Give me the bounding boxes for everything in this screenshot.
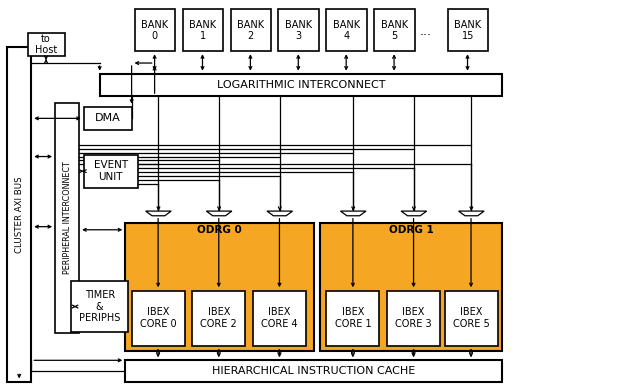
Bar bbox=[253, 291, 306, 346]
Bar bbox=[100, 74, 502, 96]
Text: BANK
0: BANK 0 bbox=[141, 20, 168, 41]
Text: IBEX
CORE 5: IBEX CORE 5 bbox=[452, 307, 490, 329]
Bar bbox=[125, 223, 314, 352]
Text: IBEX
CORE 2: IBEX CORE 2 bbox=[200, 307, 237, 329]
Text: BANK
15: BANK 15 bbox=[454, 20, 481, 41]
Text: ...: ... bbox=[420, 25, 432, 38]
Bar bbox=[374, 9, 415, 51]
Text: to
Host: to Host bbox=[35, 34, 57, 55]
Bar bbox=[326, 291, 380, 346]
Bar bbox=[135, 9, 175, 51]
Text: IBEX
CORE 0: IBEX CORE 0 bbox=[140, 307, 177, 329]
Polygon shape bbox=[459, 211, 484, 216]
Bar bbox=[84, 154, 138, 188]
Bar bbox=[320, 223, 502, 352]
Polygon shape bbox=[146, 211, 172, 216]
Polygon shape bbox=[340, 211, 366, 216]
Text: ODRG 0: ODRG 0 bbox=[197, 225, 242, 235]
Bar bbox=[326, 9, 367, 51]
Bar bbox=[132, 291, 184, 346]
Bar bbox=[192, 291, 245, 346]
Text: BANK
3: BANK 3 bbox=[285, 20, 312, 41]
Text: TIMER
&
PERIPHS: TIMER & PERIPHS bbox=[79, 290, 120, 323]
Bar bbox=[448, 9, 488, 51]
Bar bbox=[55, 103, 79, 333]
Bar bbox=[71, 281, 129, 332]
Text: CLUSTER AXI BUS: CLUSTER AXI BUS bbox=[15, 176, 24, 253]
Bar bbox=[387, 291, 440, 346]
Bar bbox=[278, 9, 319, 51]
Text: BANK
2: BANK 2 bbox=[237, 20, 264, 41]
Text: PERIPHERAL INTERCONNECT: PERIPHERAL INTERCONNECT bbox=[63, 161, 72, 274]
Bar bbox=[28, 32, 65, 56]
Text: BANK
5: BANK 5 bbox=[381, 20, 408, 41]
Bar bbox=[445, 291, 497, 346]
Bar bbox=[125, 360, 502, 382]
Text: BANK
1: BANK 1 bbox=[189, 20, 216, 41]
Text: BANK
4: BANK 4 bbox=[333, 20, 360, 41]
Bar bbox=[7, 47, 31, 382]
Text: ODRG 1: ODRG 1 bbox=[388, 225, 433, 235]
Bar bbox=[84, 107, 132, 130]
Text: IBEX
CORE 1: IBEX CORE 1 bbox=[335, 307, 371, 329]
Bar bbox=[230, 9, 271, 51]
Polygon shape bbox=[206, 211, 232, 216]
Text: EVENT
UNIT: EVENT UNIT bbox=[94, 160, 128, 182]
Text: DMA: DMA bbox=[95, 113, 120, 123]
Text: IBEX
CORE 4: IBEX CORE 4 bbox=[261, 307, 298, 329]
Text: IBEX
CORE 3: IBEX CORE 3 bbox=[396, 307, 432, 329]
Bar bbox=[182, 9, 223, 51]
Polygon shape bbox=[267, 211, 292, 216]
Text: LOGARITHMIC INTERCONNECT: LOGARITHMIC INTERCONNECT bbox=[216, 80, 385, 90]
Text: HIERARCHICAL INSTRUCTION CACHE: HIERARCHICAL INSTRUCTION CACHE bbox=[212, 366, 415, 376]
Polygon shape bbox=[401, 211, 427, 216]
